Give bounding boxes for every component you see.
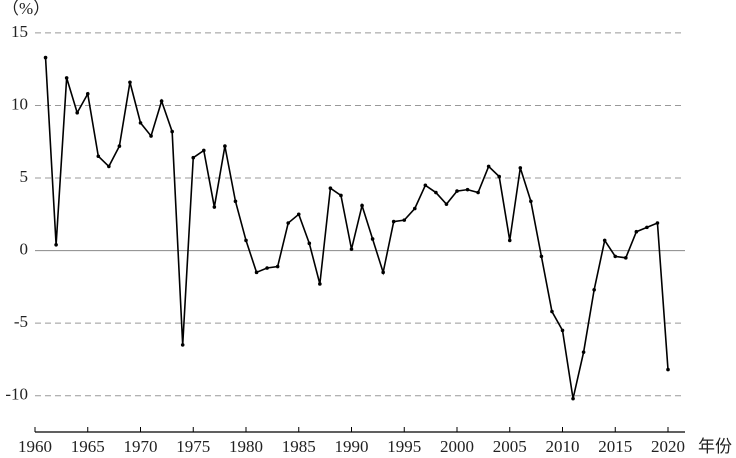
point bbox=[423, 183, 428, 188]
x-tick-label: 2015 bbox=[598, 437, 632, 456]
y-tick-label: 15 bbox=[11, 22, 28, 41]
point bbox=[128, 80, 132, 85]
x-tick-label: 1990 bbox=[335, 437, 369, 456]
point bbox=[170, 129, 174, 134]
point bbox=[318, 282, 322, 286]
point bbox=[507, 238, 512, 243]
point bbox=[107, 164, 111, 169]
point bbox=[539, 254, 544, 259]
point bbox=[529, 199, 533, 204]
point bbox=[444, 202, 449, 206]
point bbox=[275, 264, 280, 269]
point bbox=[85, 92, 90, 96]
point bbox=[223, 144, 227, 148]
x-tick-label: 2010 bbox=[546, 437, 580, 456]
point bbox=[402, 218, 407, 222]
x-tick-label: 1980 bbox=[229, 437, 263, 456]
x-tick-label: 1995 bbox=[387, 437, 421, 456]
point bbox=[550, 309, 554, 314]
point bbox=[486, 164, 491, 169]
point bbox=[117, 144, 122, 148]
x-axis-label: 年份 bbox=[698, 437, 732, 456]
point bbox=[149, 134, 153, 138]
x-tick-label: 1960 bbox=[18, 437, 52, 456]
x-tick-label: 2020 bbox=[651, 437, 685, 456]
point bbox=[465, 187, 470, 192]
line-series bbox=[44, 57, 669, 399]
point bbox=[391, 219, 396, 224]
point bbox=[349, 247, 354, 251]
point bbox=[328, 186, 333, 190]
point bbox=[560, 328, 565, 333]
y-tick-label: 10 bbox=[11, 94, 28, 113]
point bbox=[43, 55, 48, 60]
point bbox=[381, 270, 385, 275]
point bbox=[244, 238, 248, 243]
point bbox=[370, 237, 375, 241]
point bbox=[180, 343, 185, 347]
point bbox=[75, 110, 79, 115]
point bbox=[413, 206, 417, 211]
point bbox=[666, 367, 670, 372]
y-unit-label: （%） bbox=[2, 0, 50, 18]
point bbox=[286, 221, 291, 225]
point bbox=[455, 189, 459, 193]
point bbox=[212, 205, 217, 209]
point bbox=[339, 193, 343, 198]
x-tick-label: 1985 bbox=[282, 437, 316, 456]
point bbox=[307, 241, 312, 246]
x-tick-label: 1965 bbox=[71, 437, 105, 456]
point bbox=[265, 266, 269, 270]
x-tick-label: 1970 bbox=[124, 437, 158, 456]
point bbox=[634, 229, 639, 234]
y-tick-label: 0 bbox=[20, 239, 29, 258]
point bbox=[476, 190, 480, 195]
point bbox=[645, 225, 649, 230]
point bbox=[434, 190, 438, 195]
point bbox=[233, 199, 238, 204]
point bbox=[96, 154, 101, 159]
point bbox=[497, 174, 502, 179]
point bbox=[202, 148, 206, 153]
point bbox=[64, 76, 69, 80]
point bbox=[138, 121, 143, 125]
y-tick-label: -10 bbox=[5, 385, 28, 404]
point bbox=[602, 238, 607, 243]
point bbox=[54, 242, 58, 247]
x-tick-label: 2005 bbox=[493, 437, 527, 456]
point bbox=[360, 203, 364, 208]
point bbox=[518, 166, 523, 170]
y-tick-label: 5 bbox=[20, 167, 29, 186]
point bbox=[592, 287, 596, 292]
point bbox=[191, 155, 196, 160]
point bbox=[296, 212, 301, 217]
point bbox=[254, 270, 259, 275]
point bbox=[571, 396, 575, 401]
x-tick-label: 2000 bbox=[440, 437, 474, 456]
point bbox=[581, 350, 586, 354]
point bbox=[159, 99, 164, 103]
point bbox=[655, 221, 660, 225]
point bbox=[613, 254, 618, 259]
y-tick-label: -5 bbox=[14, 312, 28, 331]
point bbox=[624, 256, 628, 260]
x-tick-label: 1975 bbox=[176, 437, 210, 456]
